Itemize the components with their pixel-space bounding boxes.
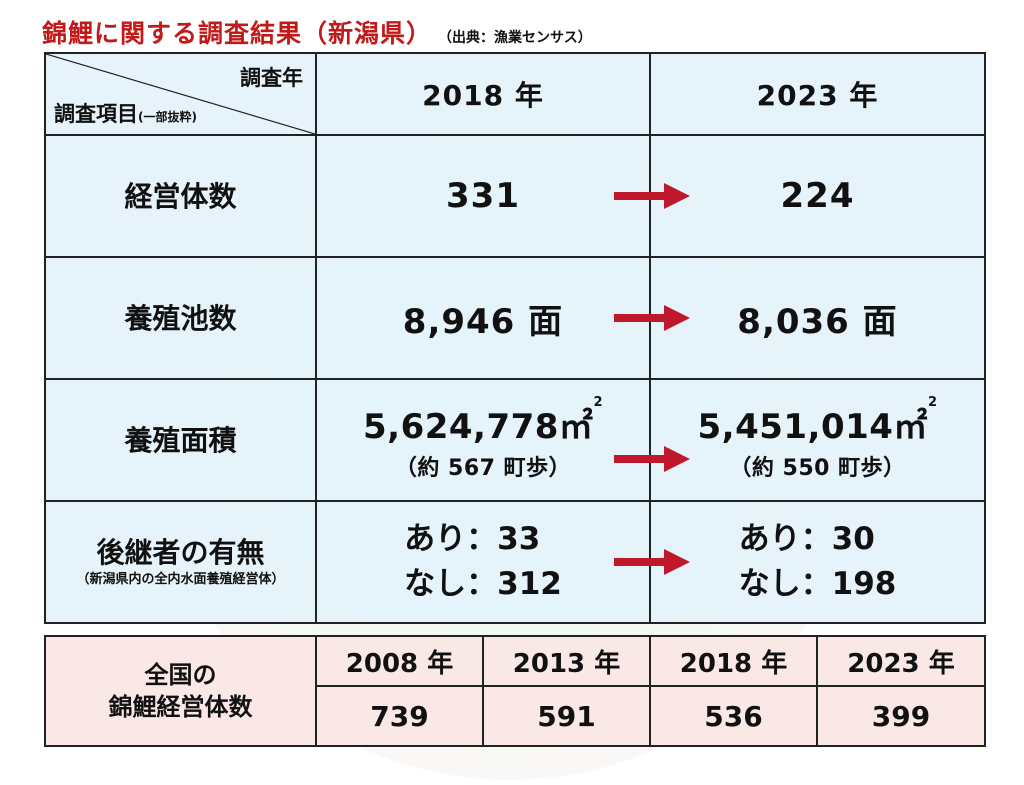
national-table: 全国の 錦鯉経営体数 2008 年 2013 年 2018 年 2023 年 7… [44,635,986,747]
value-2023-cell: 8,036 面 [614,256,986,380]
table-row: 養殖面積 5,624,778㎡2 （約 567 町歩） 5,451,014㎡2 … [44,378,986,502]
title-source: （出典：漁業センサス） [438,30,592,46]
corner-item-note: (一部抜粋) [138,110,197,124]
table-row: 後継者の有無 （新潟県内の全内水面養殖経営体） あり：33 なし：312 あり：… [44,500,986,624]
value-2023: 5,451,014㎡ [697,406,928,447]
national-label-line1: 全国の [144,660,217,689]
value-2018-pair: あり：33 なし：312 [404,517,562,607]
right-arrow-icon [614,183,690,209]
row-label-note: （新潟県内の全内水面養殖経営体） [76,572,285,588]
value-2023: 8,036 面 [737,301,898,342]
header-corner-cell: 調査年 調査項目(一部抜粋) [44,52,317,136]
value-2023-pair: あり：30 なし：198 [739,517,897,607]
row-label: 後継者の有無 [96,536,265,570]
national-year-2023: 2023 年 [816,635,986,687]
value-2023-cell: 5,451,014㎡2 （約 550 町歩） [614,378,986,502]
value-2018: 331 [315,134,651,258]
row-label-cell: 後継者の有無 （新潟県内の全内水面養殖経営体） [44,500,317,624]
header-row: 調査年 調査項目(一部抜粋) 2018 年 2023 年 [44,52,986,136]
national-label-line2: 錦鯉経営体数 [108,693,253,721]
value-2018-cell: あり：33 なし：312 [315,500,651,624]
row-label: 養殖池数 [44,256,317,380]
value-2018-no: なし：312 [404,566,562,602]
national-label: 全国の 錦鯉経営体数 [44,635,317,747]
corner-item-text: 調査項目 [54,102,138,126]
survey-results-table: 調査年 調査項目(一部抜粋) 2018 年 2023 年 経営体数 331 22… [44,52,986,624]
year-header-2023: 2023 年 [649,52,986,136]
value-2023-sub: （約 550 町歩） [729,455,906,481]
row-label: 経営体数 [44,134,317,258]
right-arrow-icon [614,446,690,473]
title-main: 錦鯉に関する調査結果（新潟県） [42,19,433,48]
value-2018: 8,946 面 [315,256,651,380]
corner-year-label: 調査年 [240,66,303,90]
right-arrow-icon [614,305,690,331]
national-value-2018: 536 [649,685,818,747]
national-value-2013: 591 [482,685,651,747]
national-year-2008: 2008 年 [315,635,484,687]
value-2023-no: なし：198 [738,566,897,602]
row-label: 養殖面積 [44,378,317,502]
table-row: 経営体数 331 224 [44,134,986,258]
corner-item-label: 調査項目(一部抜粋) [54,98,197,128]
value-2023-cell: 224 [614,134,986,258]
value-2018-cell: 5,624,778㎡2 （約 567 町歩） [315,378,651,502]
page-title: 錦鯉に関する調査結果（新潟県） （出典：漁業センサス） [42,14,592,50]
superscript-2023: 2 [927,394,938,410]
national-year-row: 全国の 錦鯉経営体数 2008 年 2013 年 2018 年 2023 年 [44,635,986,747]
value-2018-sub: （約 567 町歩） [394,455,572,481]
national-value-2008: 739 [315,685,484,747]
diagonal-divider [46,54,315,134]
year-header-2018: 2018 年 [315,52,651,136]
national-year-2018: 2018 年 [649,635,818,687]
superscript-2018: 2 [593,394,603,410]
right-arrow-icon [614,549,690,575]
national-year-2013: 2013 年 [482,635,651,687]
value-2018-yes: あり：33 [404,521,541,558]
national-value-2023: 399 [816,685,986,747]
national-value-row: 739 591 536 399 [45,685,986,747]
value-2023-yes: あり：30 [738,521,875,558]
value-2023-cell: あり：30 なし：198 [614,500,986,624]
value-2023: 224 [780,176,855,216]
value-2018: 5,624,778㎡ [363,406,594,447]
table-row: 養殖池数 8,946 面 8,036 面 [44,256,986,380]
